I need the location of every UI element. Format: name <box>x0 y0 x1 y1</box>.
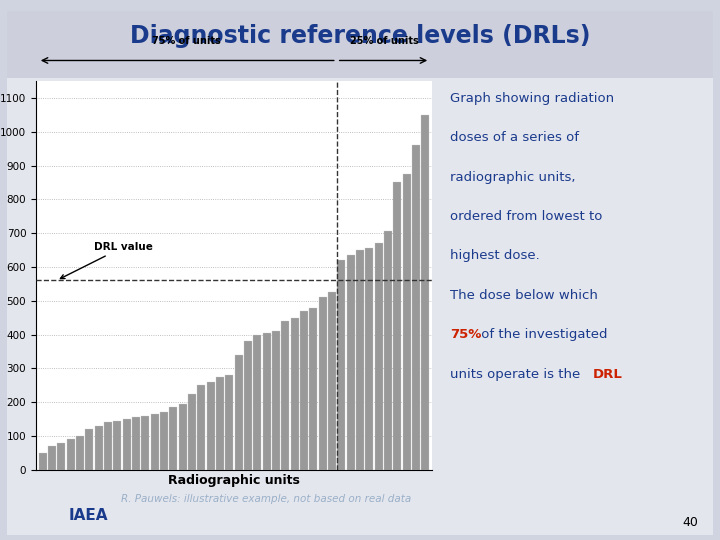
Bar <box>132 417 140 470</box>
Text: R. Pauwels: illustrative example, not based on real data: R. Pauwels: illustrative example, not ba… <box>121 494 412 504</box>
Text: doses of a series of: doses of a series of <box>450 131 579 144</box>
Bar <box>291 318 299 470</box>
Bar <box>375 244 383 470</box>
Bar <box>197 385 205 470</box>
Bar <box>421 115 429 470</box>
Bar <box>282 321 289 470</box>
Text: highest dose.: highest dose. <box>450 249 540 262</box>
Bar <box>412 145 420 470</box>
Bar <box>253 335 261 470</box>
Bar <box>66 440 75 470</box>
Bar <box>328 292 336 470</box>
Bar <box>225 375 233 470</box>
Bar <box>85 429 93 470</box>
Bar <box>384 232 392 470</box>
Text: 75% of units: 75% of units <box>152 36 221 46</box>
Bar <box>188 394 196 470</box>
Bar <box>141 416 149 470</box>
Bar <box>244 341 252 470</box>
Text: Graph showing radiation: Graph showing radiation <box>450 92 614 105</box>
Bar <box>179 404 186 470</box>
Bar <box>272 331 280 470</box>
Bar <box>235 355 243 470</box>
Bar <box>216 377 224 470</box>
Text: 25% of units: 25% of units <box>350 36 419 46</box>
Bar <box>76 436 84 470</box>
Bar <box>169 407 177 470</box>
Bar <box>347 255 355 470</box>
Bar <box>310 307 318 470</box>
Bar <box>366 248 374 470</box>
Bar <box>48 446 56 470</box>
Bar <box>160 413 168 470</box>
Text: 40: 40 <box>683 516 698 529</box>
Bar <box>263 333 271 470</box>
Text: units operate is the: units operate is the <box>450 368 585 381</box>
Bar <box>39 453 47 470</box>
Text: Diagnostic reference levels (DRLs): Diagnostic reference levels (DRLs) <box>130 24 590 48</box>
Bar <box>402 174 410 470</box>
Bar <box>94 426 102 470</box>
Text: IAEA: IAEA <box>68 508 108 523</box>
Text: The dose below which: The dose below which <box>450 289 598 302</box>
Bar <box>150 414 158 470</box>
Text: 75%: 75% <box>450 328 482 341</box>
Bar <box>58 443 66 470</box>
Bar <box>356 250 364 470</box>
Text: DRL: DRL <box>593 368 622 381</box>
Bar <box>300 311 308 470</box>
Bar <box>319 298 327 470</box>
Bar <box>207 382 215 470</box>
Bar <box>122 419 130 470</box>
Bar <box>113 421 121 470</box>
Bar <box>338 260 346 470</box>
Text: DRL value: DRL value <box>60 242 153 279</box>
Text: of the investigated: of the investigated <box>477 328 608 341</box>
X-axis label: Radiographic units: Radiographic units <box>168 474 300 487</box>
Bar <box>104 422 112 470</box>
Text: ordered from lowest to: ordered from lowest to <box>450 210 603 223</box>
Text: radiographic units,: radiographic units, <box>450 171 575 184</box>
Bar <box>393 183 402 470</box>
